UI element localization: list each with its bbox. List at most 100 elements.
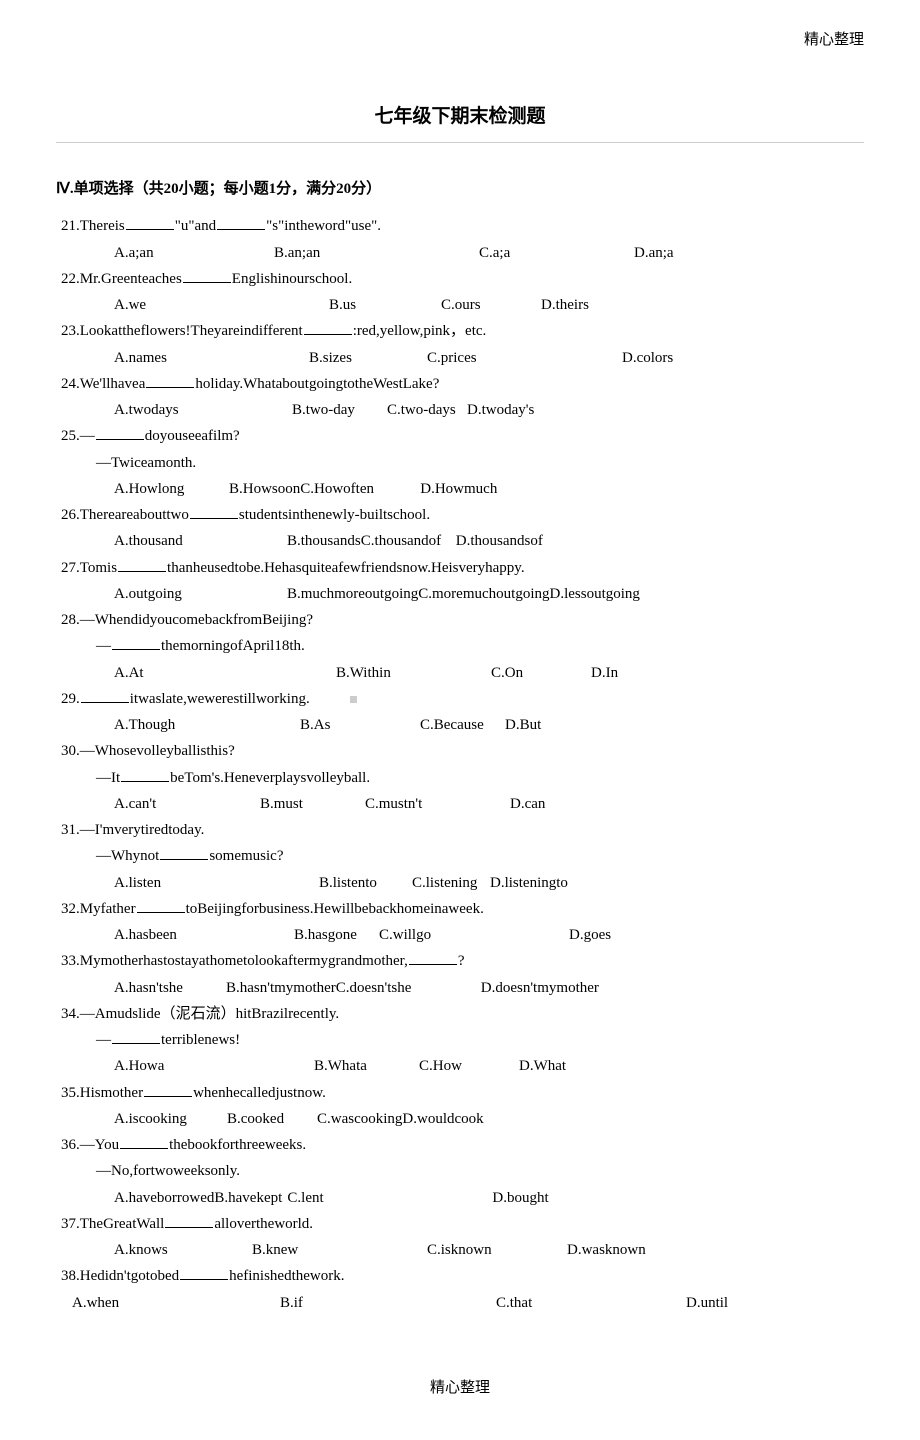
option: A.At <box>114 660 336 686</box>
fill-blank <box>137 899 185 913</box>
options-row: A.hasn'tsheB.hasn'tmymotherC.doesn'tsheD… <box>56 975 864 1001</box>
option: A.twodays <box>114 397 292 423</box>
fill-blank <box>118 558 166 572</box>
question-25: 25.—doyouseeafilm?—Twiceamonth.A.Howlong… <box>56 423 864 502</box>
question-text-part: 24.We'llhavea <box>61 376 145 392</box>
option: B.Whata <box>314 1053 419 1079</box>
options-row: A.knowsB.knewC.isknownD.wasknown <box>56 1237 864 1263</box>
option: C.lent <box>287 1185 492 1211</box>
options-row: A.whenB.ifC.thatD.until <box>56 1290 864 1316</box>
options-row: A.hasbeenB.hasgoneC.willgoD.goes <box>56 922 864 948</box>
option: C.ours <box>441 292 541 318</box>
option: C.that <box>496 1290 686 1316</box>
question-text-part: 38.Hedidn'tgotobed <box>61 1268 179 1284</box>
option: B.an;an <box>274 240 479 266</box>
option: C.doesn'tshe <box>336 975 481 1001</box>
question-text-part: "s"intheword"use". <box>266 218 381 234</box>
option: D.But <box>505 712 541 738</box>
question-text-part: Englishinourschool. <box>232 271 352 287</box>
question-34: 34.—Amudslide（泥石流）hitBrazilrecently.—ter… <box>56 1001 864 1080</box>
question-text: 22.Mr.Greenteaches Englishinourschool. <box>56 266 864 292</box>
options-row: A.iscookingB.cookedC.wascookingD.wouldco… <box>56 1106 864 1132</box>
question-text-part: 36.—You <box>61 1137 119 1153</box>
options-row: A.namesB.sizesC.pricesD.colors <box>56 345 864 371</box>
option: D.an;a <box>634 240 674 266</box>
question-27: 27.Tomisthanheusedtobe.Hehasquiteafewfri… <box>56 555 864 608</box>
option: B.hasn'tmymother <box>226 975 336 1001</box>
option: D.What <box>519 1053 566 1079</box>
question-text: 31.—I'mverytiredtoday. <box>56 817 864 843</box>
question-32: 32.MyfathertoBeijingforbusiness.Hewillbe… <box>56 896 864 949</box>
question-text-part: 33.Mymotherhastostayathometolookaftermyg… <box>61 953 408 969</box>
option: C.two-days <box>387 397 467 423</box>
fill-blank <box>112 636 160 650</box>
question-24: 24.We'llhaveaholiday.Whataboutgoingtothe… <box>56 371 864 424</box>
option: A.can't <box>114 791 260 817</box>
option: D.doesn'tmymother <box>481 975 599 1001</box>
question-text-part: :red,yellow,pink，etc. <box>353 323 487 339</box>
question-text-part: thanheusedtobe.Hehasquiteafewfriendsnow.… <box>167 560 525 576</box>
option: C.How <box>419 1053 519 1079</box>
question-text: 37.TheGreatWallallovertheworld. <box>56 1211 864 1237</box>
question-21: 21.Thereis"u"and"s"intheword"use".A.a;an… <box>56 213 864 266</box>
question-28: 28.—WhendidyoucomebackfromBeijing?—themo… <box>56 607 864 686</box>
options-row: A.weB.usC.oursD.theirs <box>56 292 864 318</box>
question-subtext-part: —It <box>96 770 120 786</box>
question-text: 23.Lookattheflowers!Theyareindifferent:r… <box>56 318 864 344</box>
footer-watermark: 精心整理 <box>56 1376 864 1400</box>
question-text-part: 21.Thereis <box>61 218 125 234</box>
option: B.cooked <box>227 1106 317 1132</box>
question-text-part: "u"and <box>175 218 216 234</box>
question-text-part: 22.Mr.Greenteaches <box>61 271 182 287</box>
fill-blank <box>112 1030 160 1044</box>
question-text: 30.—Whosevolleyballisthis? <box>56 738 864 764</box>
option: A.listen <box>114 870 319 896</box>
option: C.wascooking <box>317 1106 402 1132</box>
fill-blank <box>217 216 265 230</box>
page-title: 七年级下期末检测题 <box>56 102 864 132</box>
option: A.hasbeen <box>114 922 294 948</box>
option: A.haveborrowed <box>114 1185 214 1211</box>
option: D.until <box>686 1290 728 1316</box>
option: D.can <box>510 791 545 817</box>
option: A.when <box>72 1290 280 1316</box>
option: D.In <box>591 660 618 686</box>
option: C.isknown <box>427 1237 567 1263</box>
question-36: 36.—Youthebookforthreeweeks.—No,fortwowe… <box>56 1132 864 1211</box>
fill-blank <box>126 216 174 230</box>
option: D.bought <box>492 1185 548 1211</box>
option: C.mustn't <box>365 791 510 817</box>
fill-blank <box>160 846 208 860</box>
option: D.twoday's <box>467 397 534 423</box>
fill-blank <box>190 505 238 519</box>
question-38: 38.Hedidn'tgotobedhefinishedthework.A.wh… <box>56 1263 864 1316</box>
option: A.thousand <box>114 528 287 554</box>
fill-blank <box>180 1266 228 1280</box>
question-text: 29.itwaslate,wewerestillworking. <box>56 686 864 712</box>
question-text: 28.—WhendidyoucomebackfromBeijing? <box>56 607 864 633</box>
option: C.willgo <box>379 922 569 948</box>
question-text: 32.MyfathertoBeijingforbusiness.Hewillbe… <box>56 896 864 922</box>
option: B.Within <box>336 660 491 686</box>
question-text: 21.Thereis "u"and "s"intheword"use". <box>56 213 864 239</box>
options-row: A.HowlongB.HowsoonC.HowoftenD.Howmuch <box>56 476 864 502</box>
question-subtext-part: — <box>96 1032 111 1048</box>
question-text-part: allovertheworld. <box>214 1216 313 1232</box>
option: D.theirs <box>541 292 589 318</box>
options-row: A.haveborrowedB.havekeptC.lentD.bought <box>56 1185 864 1211</box>
question-22: 22.Mr.Greenteaches Englishinourschool. A.w… <box>56 266 864 319</box>
question-subtext-part: themorningofApril18th. <box>161 638 305 654</box>
question-subtext: —themorningofApril18th. <box>56 633 864 659</box>
option: B.two-day <box>292 397 387 423</box>
question-text: 36.—Youthebookforthreeweeks. <box>56 1132 864 1158</box>
option: A.we <box>114 292 329 318</box>
question-text: 27.Tomisthanheusedtobe.Hehasquiteafewfri… <box>56 555 864 581</box>
question-text: 26.Thereareabouttwostudentsinthenewly-bu… <box>56 502 864 528</box>
option: C.thousandof <box>361 528 456 554</box>
option: B.knew <box>252 1237 427 1263</box>
option: A.Howlong <box>114 476 229 502</box>
question-text-part: 26.Thereareabouttwo <box>61 507 189 523</box>
marker-square <box>350 696 357 703</box>
option: C.moremuchoutgoing <box>418 581 549 607</box>
question-subtext: —Twiceamonth. <box>56 450 864 476</box>
